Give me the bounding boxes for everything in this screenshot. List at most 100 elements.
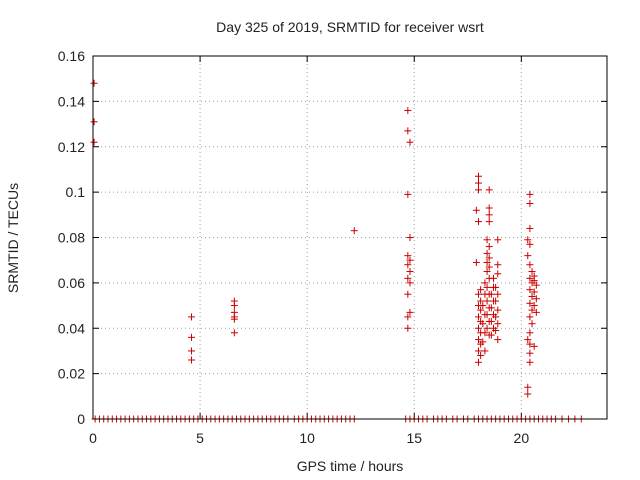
- plot-frame: [92, 55, 608, 420]
- y-axis-label: SRMTID / TECUs: [5, 183, 21, 293]
- y-tick-label: 0: [77, 411, 85, 427]
- data-point: [489, 274, 497, 282]
- data-point: [188, 333, 196, 341]
- data-point: [90, 138, 98, 146]
- data-point: [406, 138, 414, 146]
- data-point: [479, 320, 487, 328]
- data-point: [483, 297, 491, 305]
- y-tick-label: 0.06: [58, 275, 85, 291]
- data-point: [475, 324, 482, 332]
- data-point: [494, 290, 502, 298]
- data-point: [188, 313, 196, 321]
- data-point: [483, 283, 491, 291]
- data-point: [485, 186, 493, 194]
- data-point: [528, 268, 536, 276]
- x-tick-label: 0: [89, 430, 97, 446]
- data-point: [406, 268, 414, 276]
- data-point: [494, 306, 502, 314]
- data-point: [492, 297, 500, 305]
- data-point: [492, 327, 500, 335]
- data-point: [481, 329, 489, 337]
- data-point: [475, 186, 482, 194]
- data-point: [404, 324, 412, 332]
- data-point: [485, 254, 493, 262]
- data-point: [475, 347, 482, 355]
- data-point: [483, 258, 491, 266]
- data-point: [230, 302, 238, 310]
- data-point: [526, 274, 534, 282]
- data-point: [483, 249, 491, 257]
- data-point: [530, 277, 538, 285]
- data-point: [477, 286, 485, 294]
- data-point: [475, 218, 482, 226]
- data-point: [477, 351, 485, 359]
- data-point: [406, 256, 414, 264]
- data-point: [530, 302, 538, 310]
- data-point: [477, 306, 485, 314]
- data-point: [526, 349, 534, 357]
- data-point: [406, 234, 414, 241]
- data-point: [487, 317, 495, 325]
- data-point: [487, 290, 495, 298]
- data-point: [485, 218, 493, 226]
- y-tick-label: 0.16: [58, 48, 85, 64]
- x-axis-label: GPS time / hours: [297, 458, 404, 474]
- y-tick-label: 0.14: [58, 93, 85, 109]
- x-tick-label: 5: [196, 430, 204, 446]
- y-tick-label: 0.04: [58, 320, 85, 336]
- data-point: [404, 261, 412, 269]
- data-point: [494, 270, 502, 278]
- data-point: [526, 329, 534, 337]
- data-point: [528, 292, 536, 300]
- data-point: [90, 79, 98, 87]
- data-point: [487, 304, 495, 312]
- data-point: [188, 356, 196, 364]
- data-point: [528, 306, 536, 314]
- data-point: [230, 329, 238, 337]
- data-point: [481, 279, 489, 287]
- ticks-layer: 0 0.02 0.04 0.06 0.08 0.1 0.12 0.14 0.16 0 5 10 15 20: [58, 48, 607, 446]
- data-point: [475, 290, 482, 298]
- data-point: [532, 295, 540, 303]
- chart-title: Day 325 of 2019, SRMTID for receiver wsr…: [216, 19, 484, 35]
- data-point: [494, 261, 502, 269]
- data-point: [526, 313, 534, 321]
- y-tick-label: 0.08: [58, 230, 85, 246]
- data-point: [485, 263, 493, 271]
- y-tick-label: 0.1: [66, 184, 86, 200]
- data-point: [532, 308, 540, 316]
- data-point: [475, 179, 482, 187]
- data-point: [483, 311, 491, 319]
- data-point: [350, 227, 358, 235]
- data-point: [483, 268, 491, 276]
- x-tick-label: 10: [299, 430, 315, 446]
- data-point: [526, 199, 534, 207]
- data-points-layer: [90, 79, 585, 423]
- data-point: [404, 127, 412, 135]
- data-point: [475, 358, 482, 366]
- data-point: [475, 313, 482, 321]
- data-point: [492, 283, 500, 291]
- x-tick-label: 15: [406, 430, 422, 446]
- data-point: [483, 324, 491, 332]
- data-point: [230, 315, 238, 323]
- data-point: [481, 347, 489, 355]
- y-tick-label: 0.12: [58, 139, 85, 155]
- data-point: [526, 358, 534, 366]
- data-point: [524, 252, 532, 260]
- data-point: [526, 261, 534, 269]
- data-point: [479, 338, 487, 346]
- data-point: [406, 279, 414, 287]
- data-point: [472, 258, 480, 266]
- data-point: [404, 274, 412, 282]
- data-point: [188, 347, 196, 355]
- data-point: [528, 320, 536, 328]
- data-point: [526, 190, 534, 198]
- data-point: [406, 308, 414, 316]
- data-point: [475, 172, 482, 180]
- data-point: [404, 190, 412, 198]
- data-point: [90, 118, 98, 126]
- data-point: [404, 313, 412, 321]
- data-point: [483, 236, 491, 244]
- data-point: [479, 302, 487, 310]
